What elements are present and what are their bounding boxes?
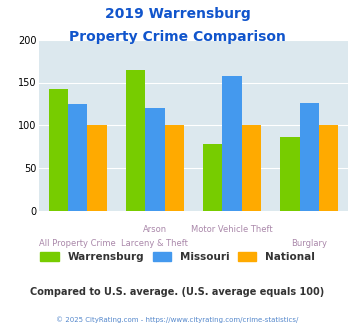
Text: Arson: Arson — [143, 225, 167, 234]
Bar — [319, 125, 338, 211]
Bar — [242, 125, 261, 211]
Bar — [300, 103, 319, 211]
Text: Motor Vehicle Theft: Motor Vehicle Theft — [191, 225, 273, 234]
Bar — [87, 125, 106, 211]
Bar — [126, 70, 145, 211]
Text: Larceny & Theft: Larceny & Theft — [121, 239, 188, 248]
Bar — [49, 88, 68, 211]
Bar — [203, 144, 223, 211]
Text: Compared to U.S. average. (U.S. average equals 100): Compared to U.S. average. (U.S. average … — [31, 287, 324, 297]
Bar — [164, 125, 184, 211]
Bar — [145, 108, 164, 211]
Text: Property Crime Comparison: Property Crime Comparison — [69, 30, 286, 44]
Text: 2019 Warrensburg: 2019 Warrensburg — [105, 7, 250, 20]
Text: Burglary: Burglary — [291, 239, 327, 248]
Text: All Property Crime: All Property Crime — [39, 239, 116, 248]
Bar — [68, 104, 87, 211]
Legend: Warrensburg, Missouri, National: Warrensburg, Missouri, National — [40, 252, 315, 262]
Bar — [223, 77, 242, 211]
Bar — [280, 137, 300, 211]
Text: © 2025 CityRating.com - https://www.cityrating.com/crime-statistics/: © 2025 CityRating.com - https://www.city… — [56, 317, 299, 323]
